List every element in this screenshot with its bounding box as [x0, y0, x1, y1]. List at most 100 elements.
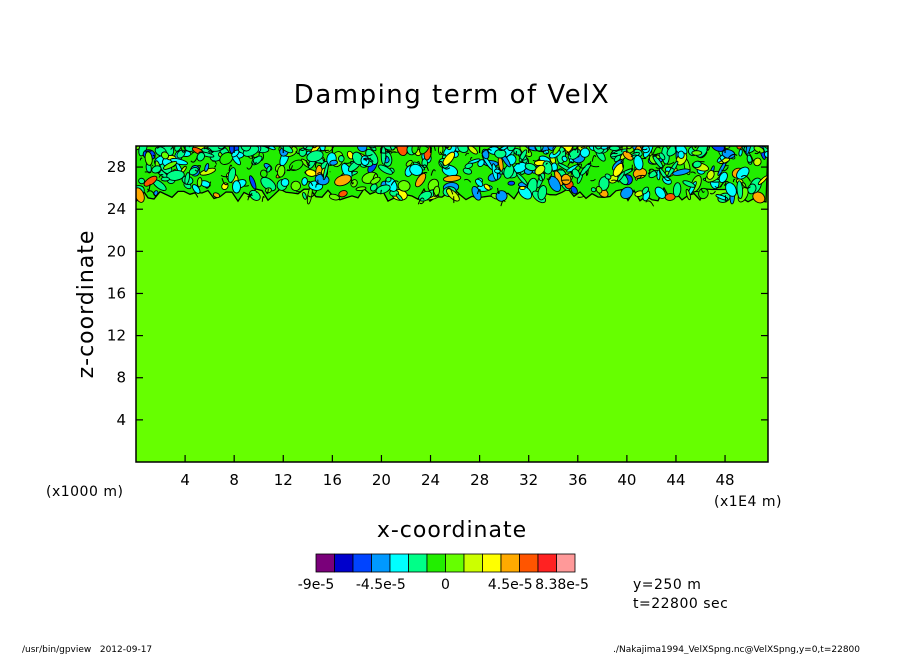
contour-line — [372, 173, 378, 180]
contour-line — [652, 146, 661, 154]
x-tick-label: 28 — [470, 471, 489, 489]
contour-line — [630, 164, 633, 171]
contour-line — [228, 164, 233, 171]
contour-line — [727, 153, 738, 159]
contour-line — [295, 151, 300, 155]
contour-line — [464, 152, 470, 156]
contour-blob — [672, 182, 682, 198]
contour-line — [430, 169, 436, 176]
contour-line — [204, 181, 212, 189]
contour-blob — [590, 187, 597, 193]
contour-blob — [654, 186, 666, 199]
contour-line — [537, 174, 544, 182]
contour-blob — [405, 159, 413, 167]
y-tick-label: 12 — [107, 327, 126, 345]
contour-blob — [641, 186, 650, 195]
contour-blob — [658, 152, 666, 161]
contour-line — [697, 151, 708, 159]
contour-blob — [385, 176, 392, 183]
contour-line — [562, 150, 572, 158]
contour-blob — [174, 146, 182, 152]
contour-blob — [356, 146, 368, 153]
x-tick-label: 24 — [421, 471, 440, 489]
contour-blob — [328, 193, 340, 201]
contour-blob — [170, 158, 188, 166]
contour-line — [553, 169, 563, 172]
colorbar-label: 4.5e-5 — [488, 577, 533, 593]
contour-blob — [579, 147, 590, 158]
x-tick-label: 44 — [666, 471, 685, 489]
contour-line — [144, 150, 152, 153]
contour-line — [307, 190, 318, 198]
contour-blob — [418, 190, 432, 202]
contour-line — [170, 147, 175, 150]
contour-line — [580, 146, 586, 149]
colorbar-cell — [352, 553, 372, 573]
chart-title: Damping term of VelX — [294, 80, 610, 110]
contour-line — [594, 146, 602, 150]
contour-blob — [360, 155, 370, 166]
contour-blob — [725, 182, 737, 197]
contour-blob — [537, 185, 548, 201]
contour-line — [690, 171, 696, 174]
contour-line — [620, 160, 624, 168]
contour-blob — [753, 146, 765, 154]
contour-line — [463, 178, 472, 183]
contour-blob — [738, 148, 743, 157]
contour-blob — [677, 150, 685, 159]
contour-blob — [265, 146, 276, 151]
contour-blob — [350, 179, 358, 188]
contour-blob — [570, 185, 578, 195]
colorbar-cell — [463, 553, 483, 573]
contour-line — [621, 146, 623, 153]
contour-blob — [411, 146, 419, 154]
contour-line — [315, 183, 318, 188]
contour-blob — [685, 188, 691, 201]
contour-line — [747, 159, 755, 163]
contour-line — [322, 159, 326, 162]
contour-blob — [652, 154, 664, 169]
contour-line — [515, 151, 518, 156]
contour-blob — [622, 150, 634, 161]
x-tick-label: 8 — [229, 471, 239, 489]
contour-blob — [691, 150, 703, 156]
contour-blob — [378, 164, 393, 175]
x-tick-label: 4 — [180, 471, 190, 489]
contour-blob — [396, 146, 408, 157]
footer-left: /usr/bin/gpview 2012-09-17 — [22, 645, 152, 654]
contour-line — [296, 191, 302, 193]
contour-blob — [351, 151, 364, 166]
contour-line — [221, 178, 229, 186]
colorbar-cell — [315, 553, 335, 573]
contour-blob — [383, 146, 396, 151]
contour-blob — [534, 164, 546, 176]
contour-blob — [334, 174, 352, 187]
contour-blob — [306, 150, 324, 163]
contour-line — [438, 161, 445, 167]
contour-line — [732, 178, 736, 183]
colorbar-cell — [445, 553, 465, 573]
contour-line — [439, 162, 451, 170]
contour-line — [497, 187, 500, 194]
contour-line — [709, 190, 716, 195]
contour-blob — [212, 192, 221, 199]
contour-line — [306, 181, 314, 186]
contour-line — [740, 181, 751, 189]
contour-line — [305, 160, 311, 167]
x-tick-label: 40 — [617, 471, 636, 489]
contour-line — [721, 166, 729, 172]
contour-blob — [494, 168, 501, 174]
contour-blob — [302, 192, 307, 200]
contour-blob — [464, 162, 474, 169]
contour-line — [213, 164, 217, 168]
contour-blob — [397, 180, 411, 192]
colorbar-cell — [556, 553, 576, 573]
contour-line — [663, 175, 671, 182]
contour-blob — [355, 186, 367, 192]
contour-blob — [329, 159, 338, 166]
contour-blob — [656, 169, 661, 181]
contour-blob — [561, 155, 568, 162]
contour-line — [314, 162, 317, 168]
contour-line — [719, 157, 729, 164]
contour-blob — [483, 183, 491, 191]
